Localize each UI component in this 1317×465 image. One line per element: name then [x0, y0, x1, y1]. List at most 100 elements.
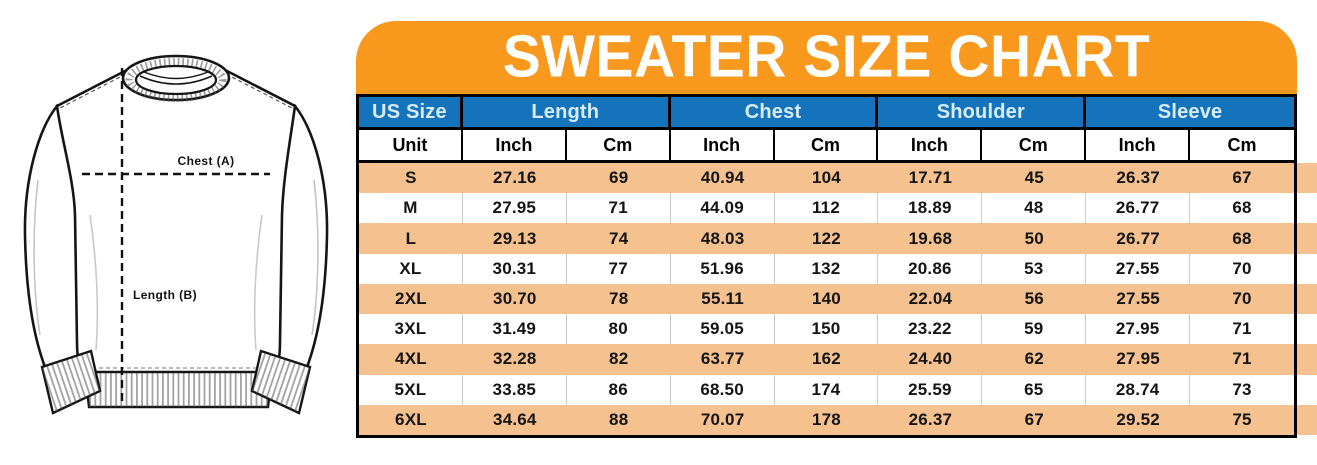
unit-cell: Cm: [1227, 134, 1257, 155]
value-cell: 48: [982, 193, 1087, 224]
value-cell: 30.70: [493, 288, 537, 308]
value-cell: 71: [567, 193, 671, 224]
value-cell: 44.09: [671, 193, 775, 224]
table-row: 2XL 30.70 78 55.11 140 22.04 56 27.55 70: [359, 283, 1294, 315]
row-stripe: [1297, 283, 1317, 315]
value-cell: 53: [982, 253, 1087, 284]
chart-title: SWEATER SIZE CHART: [502, 23, 1151, 91]
value-cell: 50: [1024, 228, 1044, 248]
size-table: US Size Length Chest Shoulder Sleeve Unit Inc…: [356, 94, 1297, 438]
value-cell: 162: [812, 349, 841, 369]
value-cell: 140: [812, 288, 841, 308]
value-cell: 19.68: [908, 228, 953, 248]
column-header-shoulder: Shoulder: [878, 97, 1087, 127]
value-cell: 104: [812, 168, 841, 188]
sweater-diagram: Chest (A) Length (B): [23, 54, 329, 415]
value-cell: 27.55: [1116, 288, 1160, 308]
value-cell: 48.03: [700, 228, 745, 248]
unit-cell: Inch: [878, 130, 983, 160]
value-cell: 150: [775, 314, 879, 345]
value-cell: 88: [609, 409, 629, 429]
value-cell: 74: [609, 228, 629, 248]
value-cell: 59.05: [671, 314, 775, 345]
table-row: 6XL 34.64 88 70.07 178 26.37 67 29.52 75: [359, 404, 1294, 435]
unit-label-cell: Unit: [359, 130, 463, 160]
value-cell: 67: [1232, 168, 1252, 188]
value-cell: 78: [609, 288, 629, 308]
value-cell: 70: [1232, 288, 1252, 308]
value-cell: 23.22: [878, 314, 983, 345]
value-cell: 27.95: [1086, 314, 1191, 345]
row-stripe: [1297, 223, 1317, 254]
column-header-sleeve: Sleeve: [1157, 100, 1223, 123]
unit-cell: Inch: [671, 130, 775, 160]
value-cell: 22.04: [908, 288, 953, 308]
unit-cell: Inch: [1086, 130, 1191, 160]
chest-label: Chest (A): [178, 154, 235, 168]
value-cell: 26.77: [1116, 228, 1160, 248]
value-cell: 29.13: [493, 228, 537, 248]
value-cell: 28.74: [1086, 374, 1191, 405]
value-cell: 34.64: [493, 409, 537, 429]
value-cell: 178: [812, 409, 841, 429]
column-header-row: US Size Length Chest Shoulder Sleeve: [359, 97, 1294, 130]
row-stripe: [1297, 404, 1317, 435]
column-header-length: Length: [463, 97, 671, 127]
value-cell: 51.96: [671, 253, 775, 284]
value-cell: 26.77: [1086, 193, 1191, 224]
table-row: 5XL 33.85 86 68.50 174 25.59 65 28.74 73: [359, 374, 1294, 405]
value-cell: 174: [775, 374, 879, 405]
value-cell: 68.50: [671, 374, 775, 405]
value-cell: 86: [567, 374, 671, 405]
unit-cell: Cm: [982, 130, 1087, 160]
value-cell: 69: [609, 168, 629, 188]
value-cell: 62: [1024, 349, 1044, 369]
value-cell: 26.37: [908, 409, 953, 429]
table-row: L 29.13 74 48.03 122 19.68 50 26.77 68: [359, 223, 1294, 254]
value-cell: 77: [567, 253, 671, 284]
unit-cell: Cm: [567, 130, 671, 160]
value-cell: 75: [1232, 409, 1252, 429]
value-cell: 27.55: [1086, 253, 1191, 284]
row-stripe: [1297, 314, 1317, 345]
size-cell: XL: [359, 253, 463, 284]
value-cell: 27.95: [463, 193, 567, 224]
value-cell: 112: [775, 193, 879, 224]
value-cell: 25.59: [878, 374, 983, 405]
value-cell: 73: [1232, 379, 1252, 399]
sweater-body: [55, 69, 297, 375]
value-cell: 27.95: [1116, 349, 1160, 369]
sweater-collar: [121, 54, 231, 102]
unit-cell: Cm: [775, 130, 879, 160]
length-label: Length (B): [133, 288, 197, 302]
row-stripe: [1297, 163, 1317, 194]
row-stripe: [1297, 253, 1317, 284]
value-cell: 80: [567, 314, 671, 345]
row-stripe-bleed: [1297, 163, 1317, 435]
value-cell: 70.07: [700, 409, 745, 429]
value-cell: 17.71: [908, 168, 953, 188]
table-rows: S 27.16 69 40.94 104 17.71 45 26.37 67 M 27.95 71 44…: [359, 163, 1294, 435]
value-cell: 63.77: [700, 349, 745, 369]
value-cell: 26.37: [1116, 168, 1160, 188]
measurement-lines: Chest (A) Length (B): [82, 68, 270, 403]
sweater-hem: [83, 370, 274, 409]
size-cell: M: [359, 193, 463, 224]
value-cell: 40.94: [700, 168, 745, 188]
table-row: 4XL 32.28 82 63.77 162 24.40 62 27.95 71: [359, 344, 1294, 375]
value-cell: 30.31: [463, 253, 567, 284]
row-stripe: [1297, 193, 1317, 224]
value-cell: 31.49: [463, 314, 567, 345]
value-cell: 82: [609, 349, 629, 369]
value-cell: 70: [1232, 258, 1252, 278]
value-cell: 122: [812, 228, 841, 248]
value-cell: 55.11: [701, 288, 744, 308]
value-cell: 29.52: [1116, 409, 1160, 429]
unit-cell: Inch: [463, 130, 567, 160]
value-cell: 45: [1024, 168, 1044, 188]
column-header-chest: Chest: [671, 97, 879, 127]
value-cell: 68: [1232, 228, 1252, 248]
value-cell: 59: [982, 314, 1087, 345]
sweater-cuffs: [40, 349, 312, 415]
size-cell: 6XL: [395, 409, 427, 429]
